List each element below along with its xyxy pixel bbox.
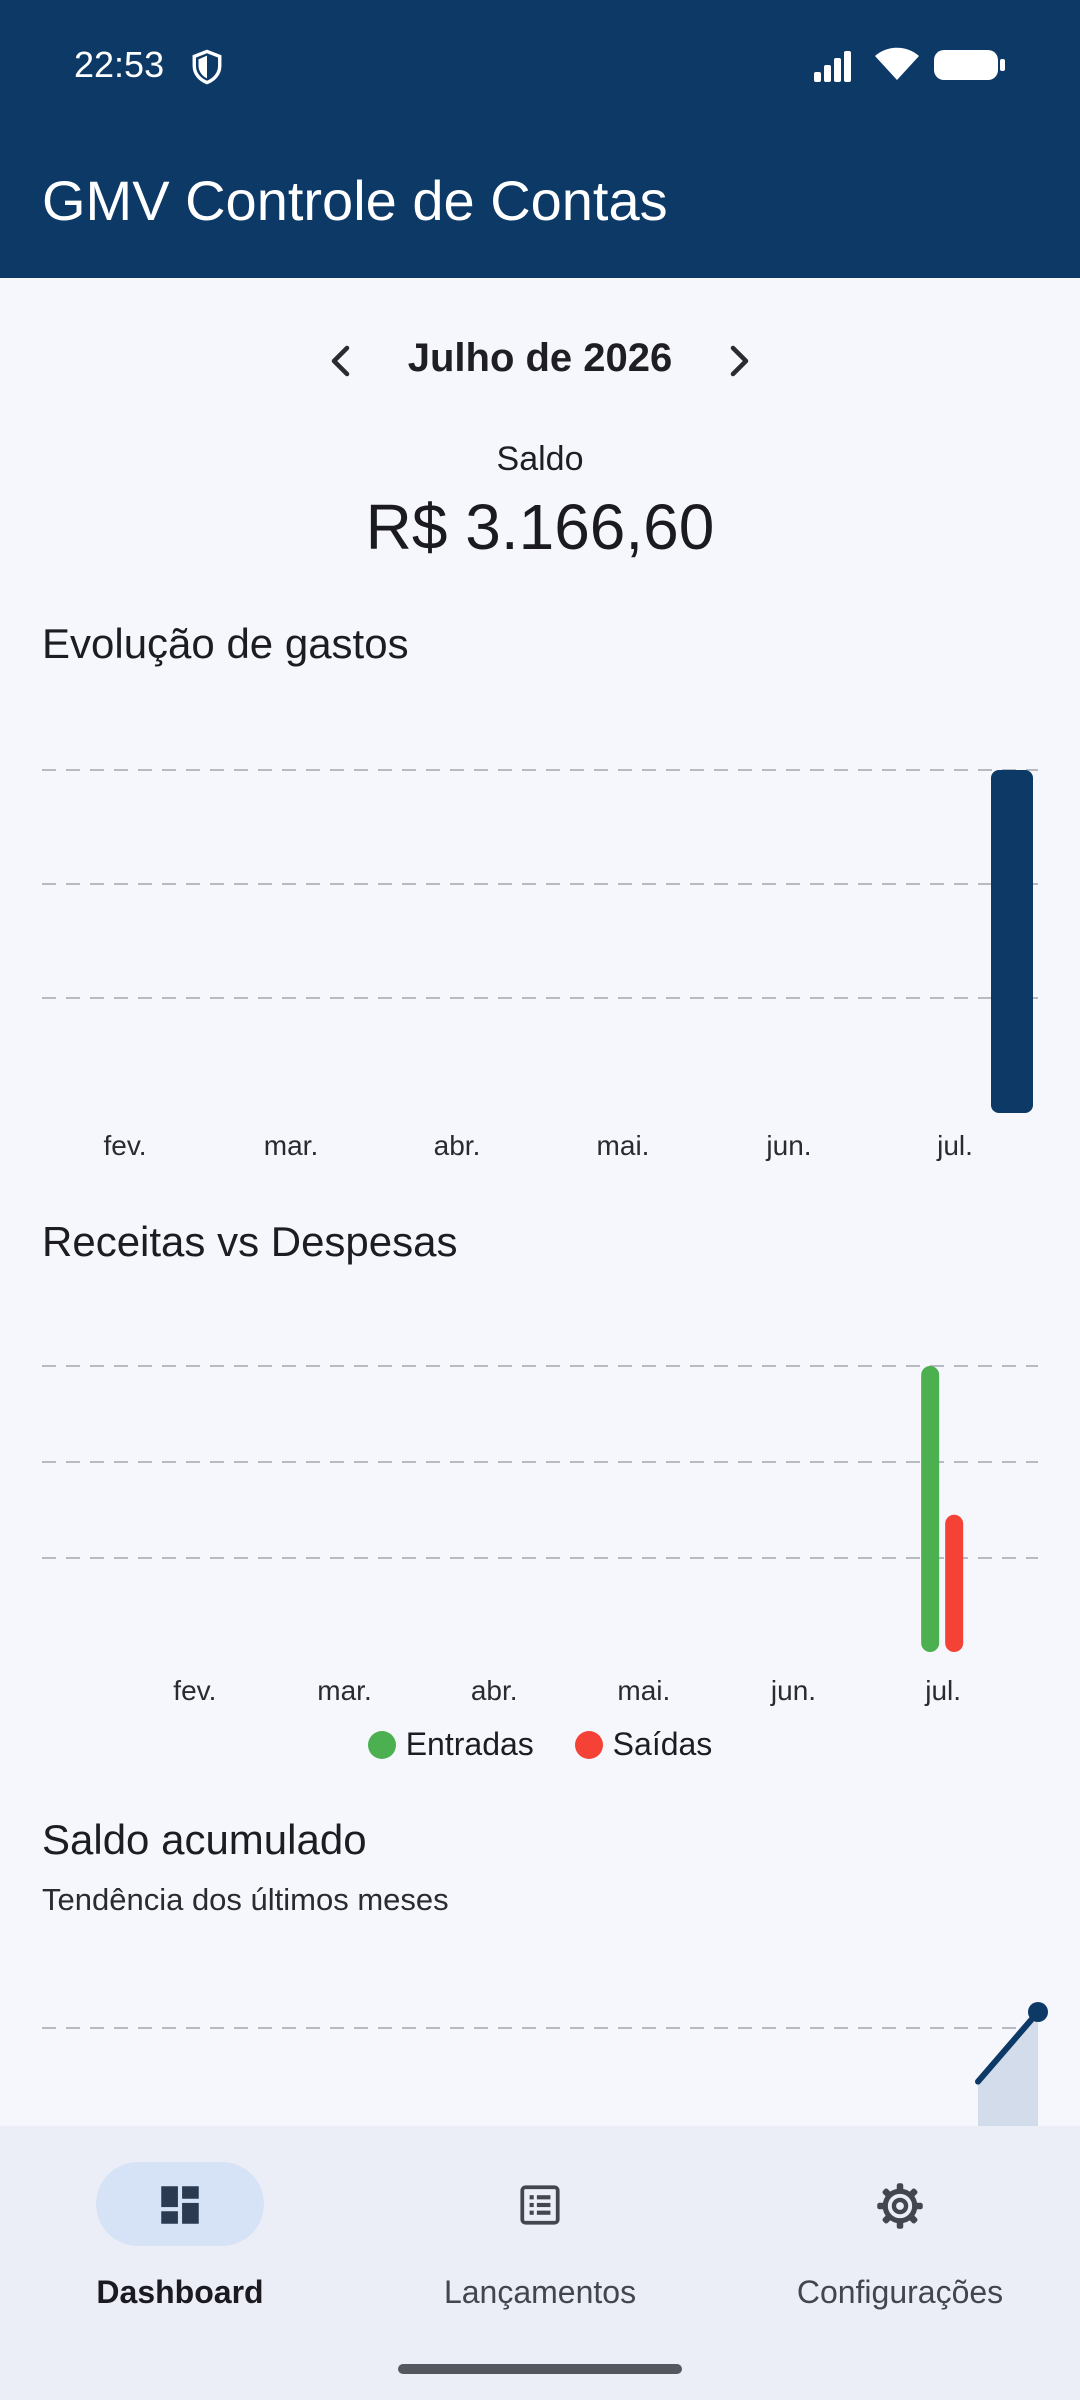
bar-expense bbox=[945, 1514, 964, 1652]
x-tick-label: abr. bbox=[434, 1130, 481, 1161]
chevron-right-icon[interactable] bbox=[714, 336, 764, 386]
balance-value: R$ 3.166,60 bbox=[365, 491, 715, 563]
income-expense-chart-svg: fev. mar. abr. mai. jun. jul. bbox=[42, 1365, 1038, 1706]
gear-icon bbox=[877, 2183, 923, 2229]
x-tick-label: mai. bbox=[597, 1130, 650, 1161]
x-tick-label: mar. bbox=[317, 1675, 371, 1706]
signal-icon bbox=[814, 51, 851, 82]
x-tick-label: fev. bbox=[103, 1130, 146, 1161]
income-expense-chart: fev. mar. abr. mai. jun. jul. bbox=[0, 1320, 1080, 1720]
legend-label-expense: Saídas bbox=[612, 1726, 713, 1762]
chart-legend: Entradas Saídas bbox=[0, 1726, 1080, 1767]
x-tick-label: abr. bbox=[471, 1675, 518, 1706]
x-tick-label: jun. bbox=[770, 1675, 816, 1706]
battery-icon bbox=[934, 50, 1005, 80]
cumulative-chart-svg bbox=[42, 2002, 1048, 2126]
month-label: Julho de 2026 bbox=[407, 336, 673, 380]
nav-item-configuracoes[interactable]: Configurações bbox=[720, 2162, 1080, 2322]
status-bar: 22:53 bbox=[0, 0, 1080, 130]
month-navigator: Julho de 2026 bbox=[0, 322, 1080, 402]
cumulative-chart-subtitle: Tendência dos últimos meses bbox=[42, 1882, 449, 1917]
bottom-navigation: Dashboard Lançamentos bbox=[0, 2126, 1080, 2400]
status-time: 22:53 bbox=[74, 44, 165, 85]
x-tick-label: jul. bbox=[936, 1130, 973, 1161]
cumulative-chart-title: Saldo acumulado bbox=[42, 1816, 367, 1863]
spending-chart-title: Evolução de gastos bbox=[42, 620, 409, 667]
list-icon bbox=[520, 2185, 560, 2225]
nav-label-lancamentos: Lançamentos bbox=[443, 2274, 637, 2310]
series-line bbox=[975, 2009, 1041, 2085]
app-bar: GMV Controle de Contas bbox=[0, 130, 1080, 278]
nav-item-dashboard[interactable]: Dashboard bbox=[0, 2162, 360, 2322]
chevron-left-icon[interactable] bbox=[316, 336, 366, 386]
legend-item-income: Entradas bbox=[367, 1726, 534, 1763]
legend-dot-income bbox=[367, 1730, 396, 1759]
bar-income bbox=[921, 1366, 940, 1652]
bar bbox=[991, 770, 1033, 1113]
wifi-icon bbox=[875, 47, 919, 80]
app-title: GMV Controle de Contas bbox=[42, 169, 668, 232]
home-indicator bbox=[398, 2364, 682, 2374]
x-tick-label: jul. bbox=[924, 1675, 961, 1706]
area-fill bbox=[978, 2012, 1038, 2126]
legend-item-expense: Saídas bbox=[574, 1726, 713, 1763]
x-tick-label: mai. bbox=[617, 1675, 670, 1706]
income-expense-chart-title: Receitas vs Despesas bbox=[42, 1218, 458, 1265]
cumulative-chart bbox=[0, 1960, 1080, 2126]
nav-label-dashboard: Dashboard bbox=[96, 2274, 264, 2310]
legend-dot-expense bbox=[574, 1730, 603, 1759]
spending-chart-svg: fev. mar. abr. mai. jun. jul. bbox=[42, 769, 1038, 1161]
nav-item-lancamentos[interactable]: Lançamentos bbox=[360, 2162, 720, 2322]
x-tick-label: fev. bbox=[173, 1675, 216, 1706]
data-point bbox=[1028, 2002, 1048, 2022]
balance-label: Saldo bbox=[496, 440, 584, 478]
x-tick-label: mar. bbox=[264, 1130, 318, 1161]
shield-icon bbox=[192, 49, 222, 85]
nav-active-indicator bbox=[96, 2162, 264, 2246]
x-tick-label: jun. bbox=[765, 1130, 811, 1161]
dashboard-icon bbox=[161, 2186, 199, 2224]
legend-label-income: Entradas bbox=[405, 1726, 534, 1762]
nav-label-configuracoes: Configurações bbox=[796, 2274, 1004, 2310]
spending-chart: fev. mar. abr. mai. jun. jul. bbox=[0, 700, 1080, 1170]
